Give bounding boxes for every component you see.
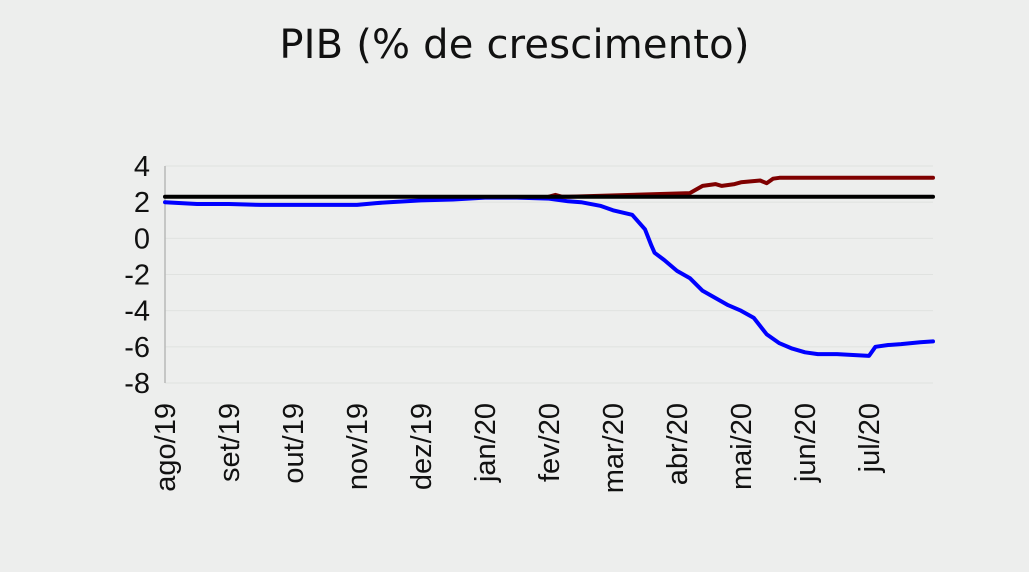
y-tick-label: -4: [124, 296, 150, 328]
x-tick-label: out/19: [278, 403, 310, 484]
y-tick-label: -2: [124, 260, 150, 292]
x-tick-label: mar/20: [598, 403, 630, 493]
y-tick-label: 4: [134, 151, 150, 183]
y-tick-label: -8: [124, 368, 150, 400]
series-line-red: [547, 175, 935, 199]
chart-title: PIB (% de crescimento): [279, 22, 750, 68]
x-tick-label: jul/20: [854, 403, 886, 473]
x-tick-label: set/19: [214, 403, 246, 482]
x-tick-label: nov/19: [342, 403, 374, 490]
x-tick-label: abr/20: [662, 403, 694, 485]
y-axis-ticks: 4 2 0 -2 -4 -6 -8: [124, 151, 150, 400]
y-tick-label: 2: [134, 187, 150, 219]
series-lines: [163, 175, 935, 358]
x-tick-label: jan/20: [470, 403, 502, 483]
x-axis-ticks: ago/19 set/19 out/19 nov/19 dez/19 jan/20 fev/…: [150, 403, 886, 493]
x-tick-label: dez/19: [406, 403, 438, 490]
x-tick-label: mai/20: [726, 403, 758, 490]
x-tick-label: ago/19: [150, 403, 182, 492]
x-tick-label: jun/20: [790, 403, 822, 483]
y-tick-label: -6: [124, 332, 150, 364]
y-tick-label: 0: [134, 223, 150, 255]
grid-lines: [165, 165, 933, 384]
series-line-blue: [163, 195, 935, 358]
x-tick-label: fev/20: [534, 403, 566, 482]
